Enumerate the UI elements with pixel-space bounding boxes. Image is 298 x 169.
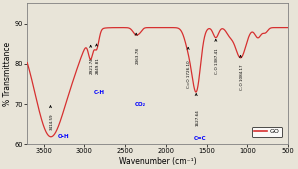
Text: 2921.74: 2921.74	[90, 57, 94, 74]
Text: CO₂: CO₂	[135, 102, 146, 107]
Text: C-O 1084.17: C-O 1084.17	[240, 64, 244, 90]
X-axis label: Wavenumber (cm⁻¹): Wavenumber (cm⁻¹)	[119, 156, 196, 165]
Text: C-O 1387.41: C-O 1387.41	[215, 48, 219, 74]
Text: 1627.64: 1627.64	[195, 109, 199, 126]
Text: O-H: O-H	[57, 134, 69, 139]
Text: C=O 1726.10: C=O 1726.10	[187, 60, 191, 88]
Text: 2363.78: 2363.78	[135, 47, 139, 64]
Legend: GO: GO	[252, 127, 283, 137]
Text: 2849.81: 2849.81	[96, 57, 100, 74]
Y-axis label: % Transmittance: % Transmittance	[4, 42, 13, 106]
Text: 3414.59: 3414.59	[49, 114, 53, 130]
Text: C=C: C=C	[194, 136, 207, 141]
Text: C-H: C-H	[94, 90, 105, 95]
